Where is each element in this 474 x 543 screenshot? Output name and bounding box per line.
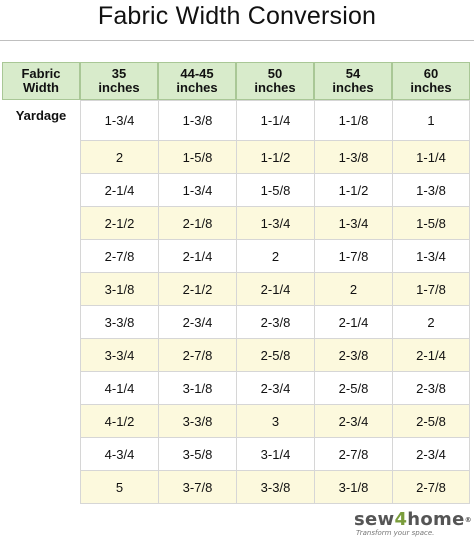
yardage-cell: 1-3/8 xyxy=(392,173,470,206)
table-row: 3-3/8 2-3/4 2-3/8 2-1/4 2 xyxy=(2,305,470,338)
yardage-cell: 1-3/4 xyxy=(314,206,392,239)
yardage-cell: 2-1/8 xyxy=(158,206,236,239)
yardage-cell: 3-7/8 xyxy=(158,470,236,504)
table-row: 2-7/8 2-1/4 2 1-7/8 1-3/4 xyxy=(2,239,470,272)
yardage-cell: 1-3/4 xyxy=(236,206,314,239)
row-label-cell xyxy=(2,272,80,305)
yardage-cell: 1-1/4 xyxy=(392,140,470,173)
yardage-cell: 1-3/8 xyxy=(158,100,236,140)
yardage-cell: 3-3/8 xyxy=(80,305,158,338)
yardage-cell: 2-3/4 xyxy=(158,305,236,338)
yardage-cell: 2-3/8 xyxy=(392,371,470,404)
yardage-cell: 1-7/8 xyxy=(314,239,392,272)
yardage-cell: 2-7/8 xyxy=(158,338,236,371)
yardage-cell: 2-5/8 xyxy=(392,404,470,437)
yardage-cell: 1-1/2 xyxy=(236,140,314,173)
row-label-cell xyxy=(2,173,80,206)
yardage-cell: 2 xyxy=(236,239,314,272)
table-row: 2-1/4 1-3/4 1-5/8 1-1/2 1-3/8 xyxy=(2,173,470,206)
yardage-cell: 4-1/4 xyxy=(80,371,158,404)
yardage-cell: 3-1/8 xyxy=(314,470,392,504)
yardage-cell: 1-3/4 xyxy=(158,173,236,206)
column-header-width: 44-45 inches xyxy=(158,62,236,100)
yardage-cell: 2-1/4 xyxy=(392,338,470,371)
table-row: 3-1/8 2-1/2 2-1/4 2 1-7/8 xyxy=(2,272,470,305)
yardage-cell: 3-1/8 xyxy=(158,371,236,404)
yardage-cell: 2-5/8 xyxy=(314,371,392,404)
yardage-cell: 2 xyxy=(392,305,470,338)
yardage-cell: 4-3/4 xyxy=(80,437,158,470)
yardage-cell: 2-3/8 xyxy=(236,305,314,338)
table-row: 5 3-7/8 3-3/8 3-1/8 2-7/8 xyxy=(2,470,470,504)
yardage-cell: 2-1/2 xyxy=(158,272,236,305)
column-header-width: 35 inches xyxy=(80,62,158,100)
row-label-cell xyxy=(2,371,80,404)
yardage-cell: 1-3/4 xyxy=(392,239,470,272)
row-label-cell xyxy=(2,437,80,470)
fabric-width-table: Fabric Width 35 inches 44-45 inches 50 inch… xyxy=(2,62,470,504)
yardage-cell: 2-3/8 xyxy=(314,338,392,371)
table-row: 4-1/4 3-1/8 2-3/4 2-5/8 2-3/8 xyxy=(2,371,470,404)
yardage-cell: 3-1/4 xyxy=(236,437,314,470)
title-divider xyxy=(0,40,474,41)
yardage-cell: 2-1/4 xyxy=(158,239,236,272)
row-label-cell xyxy=(2,239,80,272)
yardage-cell: 2-7/8 xyxy=(392,470,470,504)
yardage-cell: 3-3/4 xyxy=(80,338,158,371)
yardage-cell: 1-1/8 xyxy=(314,100,392,140)
row-label-cell xyxy=(2,470,80,504)
yardage-cell: 1-5/8 xyxy=(392,206,470,239)
yardage-cell: 1-7/8 xyxy=(392,272,470,305)
column-header-width: 50 inches xyxy=(236,62,314,100)
yardage-cell: 2-5/8 xyxy=(236,338,314,371)
row-label-yardage: Yardage xyxy=(2,100,80,140)
yardage-cell: 4-1/2 xyxy=(80,404,158,437)
yardage-cell: 1-5/8 xyxy=(236,173,314,206)
logo-wordmark: sew4home® xyxy=(354,509,472,530)
table-row: 4-1/2 3-3/8 3 2-3/4 2-5/8 xyxy=(2,404,470,437)
row-label-cell xyxy=(2,404,80,437)
yardage-cell: 1-1/2 xyxy=(314,173,392,206)
table-row: 2-1/2 2-1/8 1-3/4 1-3/4 1-5/8 xyxy=(2,206,470,239)
yardage-cell: 2-3/4 xyxy=(314,404,392,437)
row-label-cell xyxy=(2,305,80,338)
yardage-cell: 3-5/8 xyxy=(158,437,236,470)
row-label-cell xyxy=(2,206,80,239)
logo-tagline: Transform your space. xyxy=(356,529,435,537)
yardage-cell: 3 xyxy=(236,404,314,437)
yardage-cell: 2-1/4 xyxy=(236,272,314,305)
column-header-width: 60 inches xyxy=(392,62,470,100)
column-header-width: 54 inches xyxy=(314,62,392,100)
table-row: 3-3/4 2-7/8 2-5/8 2-3/8 2-1/4 xyxy=(2,338,470,371)
yardage-cell: 3-1/8 xyxy=(80,272,158,305)
column-header-fabric-width: Fabric Width xyxy=(2,62,80,100)
yardage-cell: 3-3/8 xyxy=(236,470,314,504)
page-title: Fabric Width Conversion xyxy=(97,2,377,30)
row-label-cell xyxy=(2,338,80,371)
yardage-cell: 5 xyxy=(80,470,158,504)
yardage-cell: 2 xyxy=(314,272,392,305)
yardage-cell: 1-3/8 xyxy=(314,140,392,173)
yardage-cell: 1 xyxy=(392,100,470,140)
yardage-cell: 2-7/8 xyxy=(314,437,392,470)
row-label-cell xyxy=(2,140,80,173)
yardage-cell: 2 xyxy=(80,140,158,173)
yardage-cell: 2-3/4 xyxy=(392,437,470,470)
table-body: Yardage 1-3/4 1-3/8 1-1/4 1-1/8 1 2 1-5/8 1-1/2 1… xyxy=(2,100,470,504)
yardage-cell: 1-5/8 xyxy=(158,140,236,173)
yardage-cell: 2-1/4 xyxy=(314,305,392,338)
yardage-cell: 2-7/8 xyxy=(80,239,158,272)
yardage-cell: 3-3/8 xyxy=(158,404,236,437)
yardage-cell: 2-1/2 xyxy=(80,206,158,239)
table-header-row: Fabric Width 35 inches 44-45 inches 50 inch… xyxy=(2,62,470,100)
table-row: Yardage 1-3/4 1-3/8 1-1/4 1-1/8 1 xyxy=(2,100,470,140)
table-row: 4-3/4 3-5/8 3-1/4 2-7/8 2-3/4 xyxy=(2,437,470,470)
yardage-cell: 1-1/4 xyxy=(236,100,314,140)
sew4home-logo: sew4home® Transform your space. xyxy=(354,509,472,538)
yardage-cell: 2-1/4 xyxy=(80,173,158,206)
yardage-cell: 2-3/4 xyxy=(236,371,314,404)
table-row: 2 1-5/8 1-1/2 1-3/8 1-1/4 xyxy=(2,140,470,173)
yardage-cell: 1-3/4 xyxy=(80,100,158,140)
